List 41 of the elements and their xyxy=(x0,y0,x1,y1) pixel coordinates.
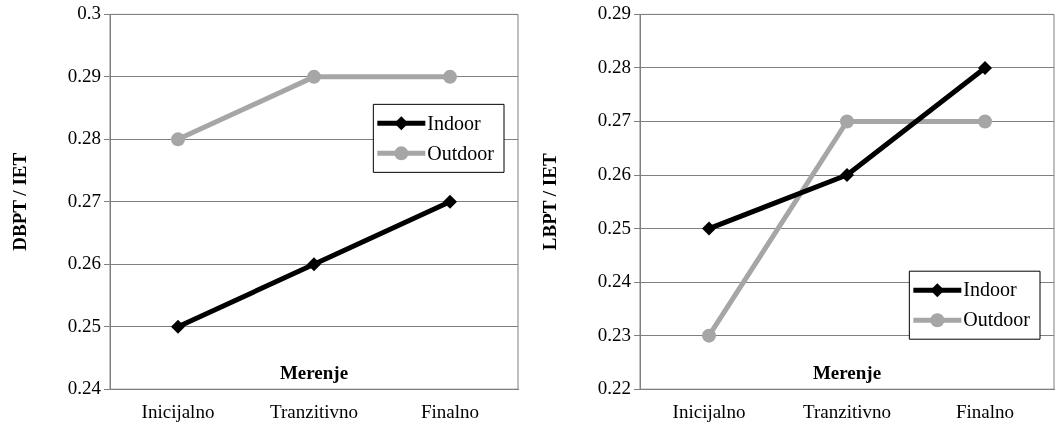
x-tick-label: Finalno xyxy=(420,400,480,422)
legend-label: Outdoor xyxy=(427,141,495,164)
legend-label: Indoor xyxy=(963,278,1017,301)
point xyxy=(978,60,992,75)
x-tick-label: Tranzitivno xyxy=(270,400,358,422)
y-tick-label: 0.29 xyxy=(597,2,631,24)
y-tick-label: 0.25 xyxy=(67,314,101,336)
y-tick-label: 0.28 xyxy=(597,55,631,77)
point xyxy=(978,114,992,129)
legend-label: Indoor xyxy=(427,111,481,134)
y-tick-label: 0.23 xyxy=(597,323,631,345)
point xyxy=(702,328,716,343)
point xyxy=(840,168,854,183)
y-tick-label: 0.22 xyxy=(597,377,631,399)
point xyxy=(307,69,321,84)
y-axis-title: DBPT / IET xyxy=(9,152,31,251)
point xyxy=(702,221,716,236)
point xyxy=(443,69,457,84)
point xyxy=(171,319,185,334)
y-tick-label: 0.24 xyxy=(67,377,102,399)
y-tick-label: 0.26 xyxy=(67,252,101,274)
y-axis-title: LBPT / IET xyxy=(539,153,561,251)
x-axis-title: Merenje xyxy=(279,361,349,383)
point xyxy=(443,194,457,209)
x-tick-label: Tranzitivno xyxy=(803,400,891,422)
y-tick-label: 0.27 xyxy=(67,189,101,211)
y-tick-label: 0.28 xyxy=(67,127,101,149)
y-tick-label: 0.3 xyxy=(77,2,101,24)
legend-label: Outdoor xyxy=(963,308,1031,331)
y-tick-label: 0.27 xyxy=(597,109,631,131)
y-tick-label: 0.24 xyxy=(597,270,632,292)
x-axis-title: Merenje xyxy=(812,361,882,383)
y-tick-label: 0.26 xyxy=(597,163,631,185)
point xyxy=(307,257,321,272)
x-tick-label: Inicijalno xyxy=(672,400,746,422)
y-tick-label: 0.25 xyxy=(597,216,631,238)
point xyxy=(171,132,185,147)
point xyxy=(840,114,854,129)
x-tick-label: Inicijalno xyxy=(141,400,215,422)
x-tick-label: Finalno xyxy=(955,400,1015,422)
y-tick-label: 0.29 xyxy=(67,64,101,86)
